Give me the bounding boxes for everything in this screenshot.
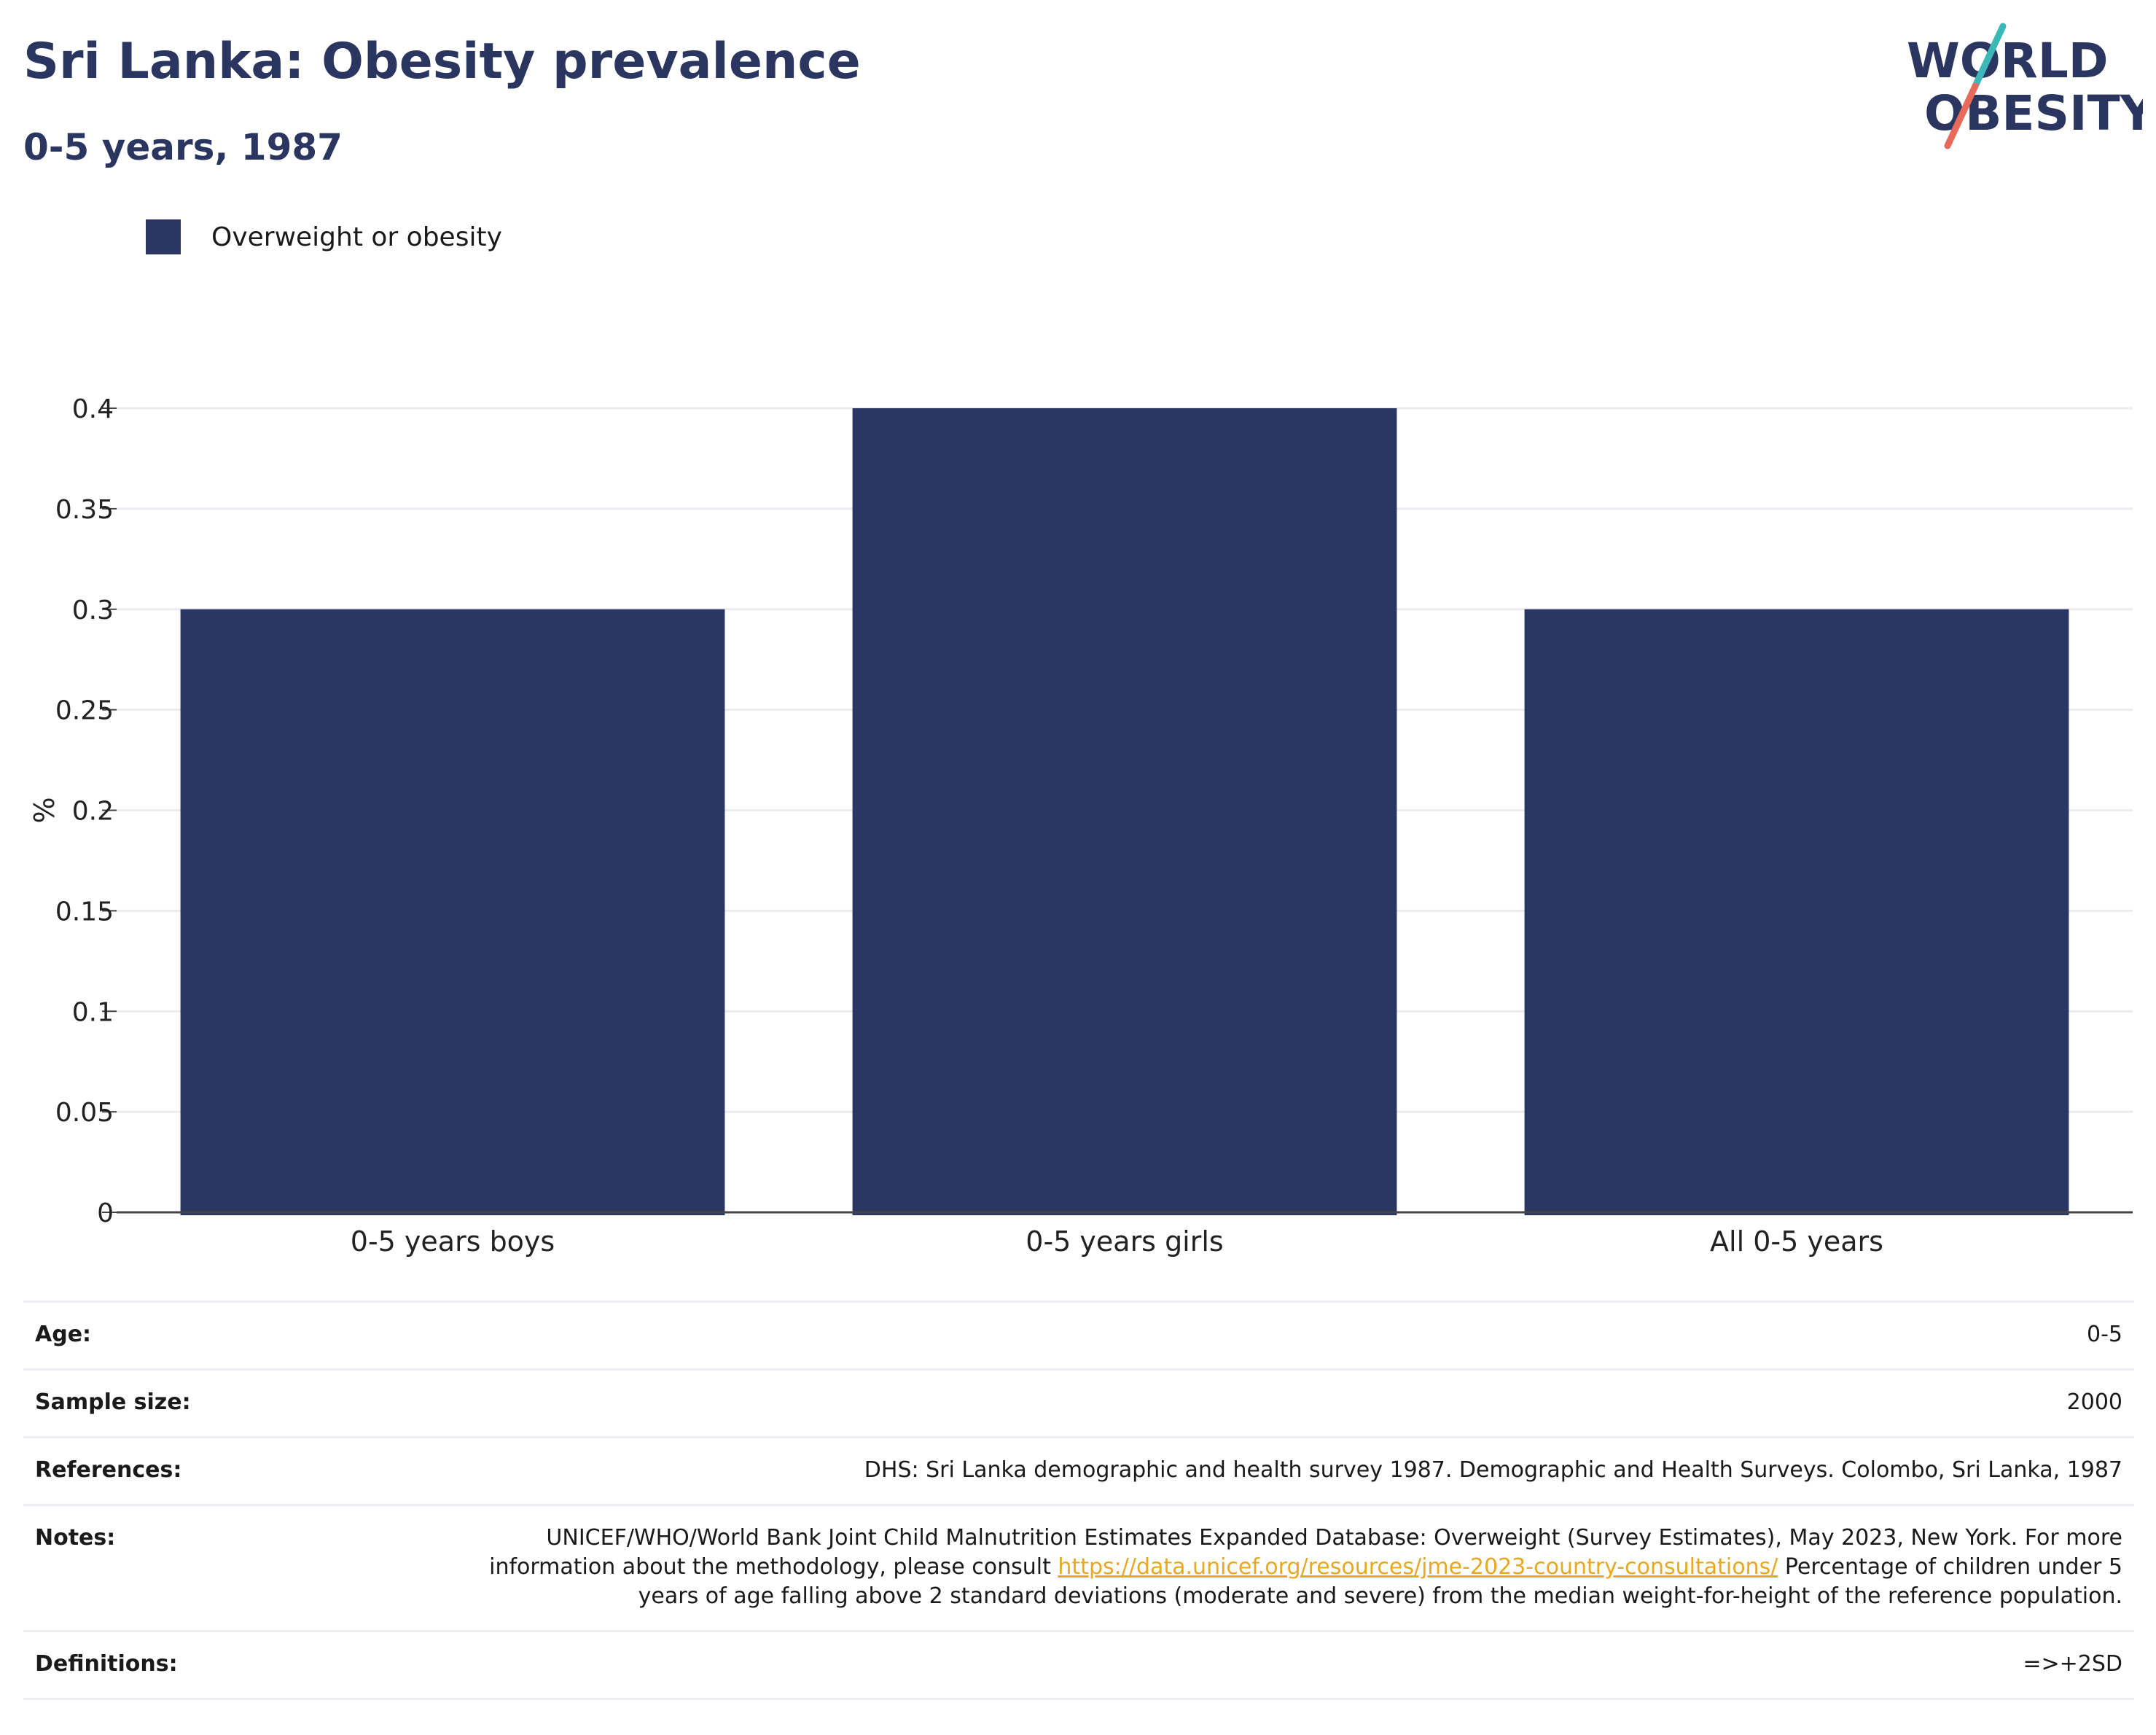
x-tick-label-0: 0-5 years boys bbox=[351, 1225, 555, 1258]
world-obesity-logo[interactable]: WORLD OBESITY bbox=[1895, 20, 2143, 159]
x-tick-label-1: 0-5 years girls bbox=[1026, 1225, 1223, 1258]
bar-2 bbox=[1524, 609, 2069, 1215]
info-value-sample-size: 2000 bbox=[2066, 1389, 2122, 1415]
chart-legend[interactable]: Overweight or obesity bbox=[146, 217, 502, 257]
info-row-age: Age: 0-5 bbox=[23, 1303, 2134, 1371]
info-label-definitions: Definitions: bbox=[35, 1651, 178, 1677]
info-label-sample-size: Sample size: bbox=[35, 1389, 191, 1415]
logo-line1: WORLD bbox=[1907, 33, 2109, 89]
chart-title: Sri Lanka: Obesity prevalence bbox=[23, 33, 861, 90]
y-tick-label-5: 0.25 bbox=[55, 696, 114, 726]
y-tick-label-0: 0 bbox=[97, 1198, 114, 1228]
info-table: Age: 0-5 Sample size: 2000 References: D… bbox=[23, 1301, 2134, 1700]
y-axis-label: % bbox=[28, 797, 60, 823]
bar-chart: 0 0.05 0.1 0.15 0.2 0.25 0.3 0.35 0.4 0-5 years b… bbox=[28, 394, 2133, 1258]
info-row-references: References: DHS: Sri Lanka demographic a… bbox=[23, 1438, 2134, 1506]
info-row-definitions: Definitions: =>+2SD bbox=[23, 1632, 2134, 1700]
info-row-notes: Notes: UNICEF/WHO/World Bank Joint Child… bbox=[23, 1506, 2134, 1632]
logo-slash-bottom bbox=[1944, 82, 1979, 149]
info-value-age: 0-5 bbox=[2087, 1322, 2122, 1347]
bar-0 bbox=[180, 609, 725, 1215]
y-tick-label-7: 0.35 bbox=[55, 495, 114, 525]
x-tick-label-2: All 0-5 years bbox=[1710, 1225, 1883, 1258]
y-tick-label-3: 0.15 bbox=[55, 897, 114, 927]
chart-subtitle: 0-5 years, 1987 bbox=[23, 126, 343, 168]
logo-slash-top bbox=[1972, 23, 2007, 90]
y-tick-label-1: 0.05 bbox=[55, 1098, 114, 1128]
info-value-references: DHS: Sri Lanka demographic and health su… bbox=[864, 1457, 2122, 1483]
info-label-age: Age: bbox=[35, 1322, 92, 1347]
y-tick-label-8: 0.4 bbox=[72, 394, 114, 424]
info-value-definitions: =>+2SD bbox=[2023, 1651, 2122, 1677]
notes-text-after: Percentage of children under 5 years of … bbox=[638, 1554, 2122, 1609]
y-tick-label-2: 0.1 bbox=[72, 997, 114, 1027]
info-label-notes: Notes: bbox=[35, 1525, 116, 1551]
info-label-references: References: bbox=[35, 1457, 182, 1483]
info-row-sample-size: Sample size: 2000 bbox=[23, 1371, 2134, 1438]
info-value-notes: UNICEF/WHO/World Bank Joint Child Malnut… bbox=[446, 1524, 2122, 1611]
bar-1 bbox=[852, 408, 1397, 1215]
y-tick-label-4: 0.2 bbox=[72, 797, 114, 827]
legend-swatch bbox=[146, 219, 181, 254]
legend-label: Overweight or obesity bbox=[211, 222, 502, 252]
y-tick-label-6: 0.3 bbox=[72, 596, 114, 625]
notes-methodology-link[interactable]: https://data.unicef.org/resources/jme-20… bbox=[1058, 1554, 1778, 1580]
notes-text-before: UNICEF/WHO/World Bank Joint Child Malnut… bbox=[489, 1525, 2122, 1580]
